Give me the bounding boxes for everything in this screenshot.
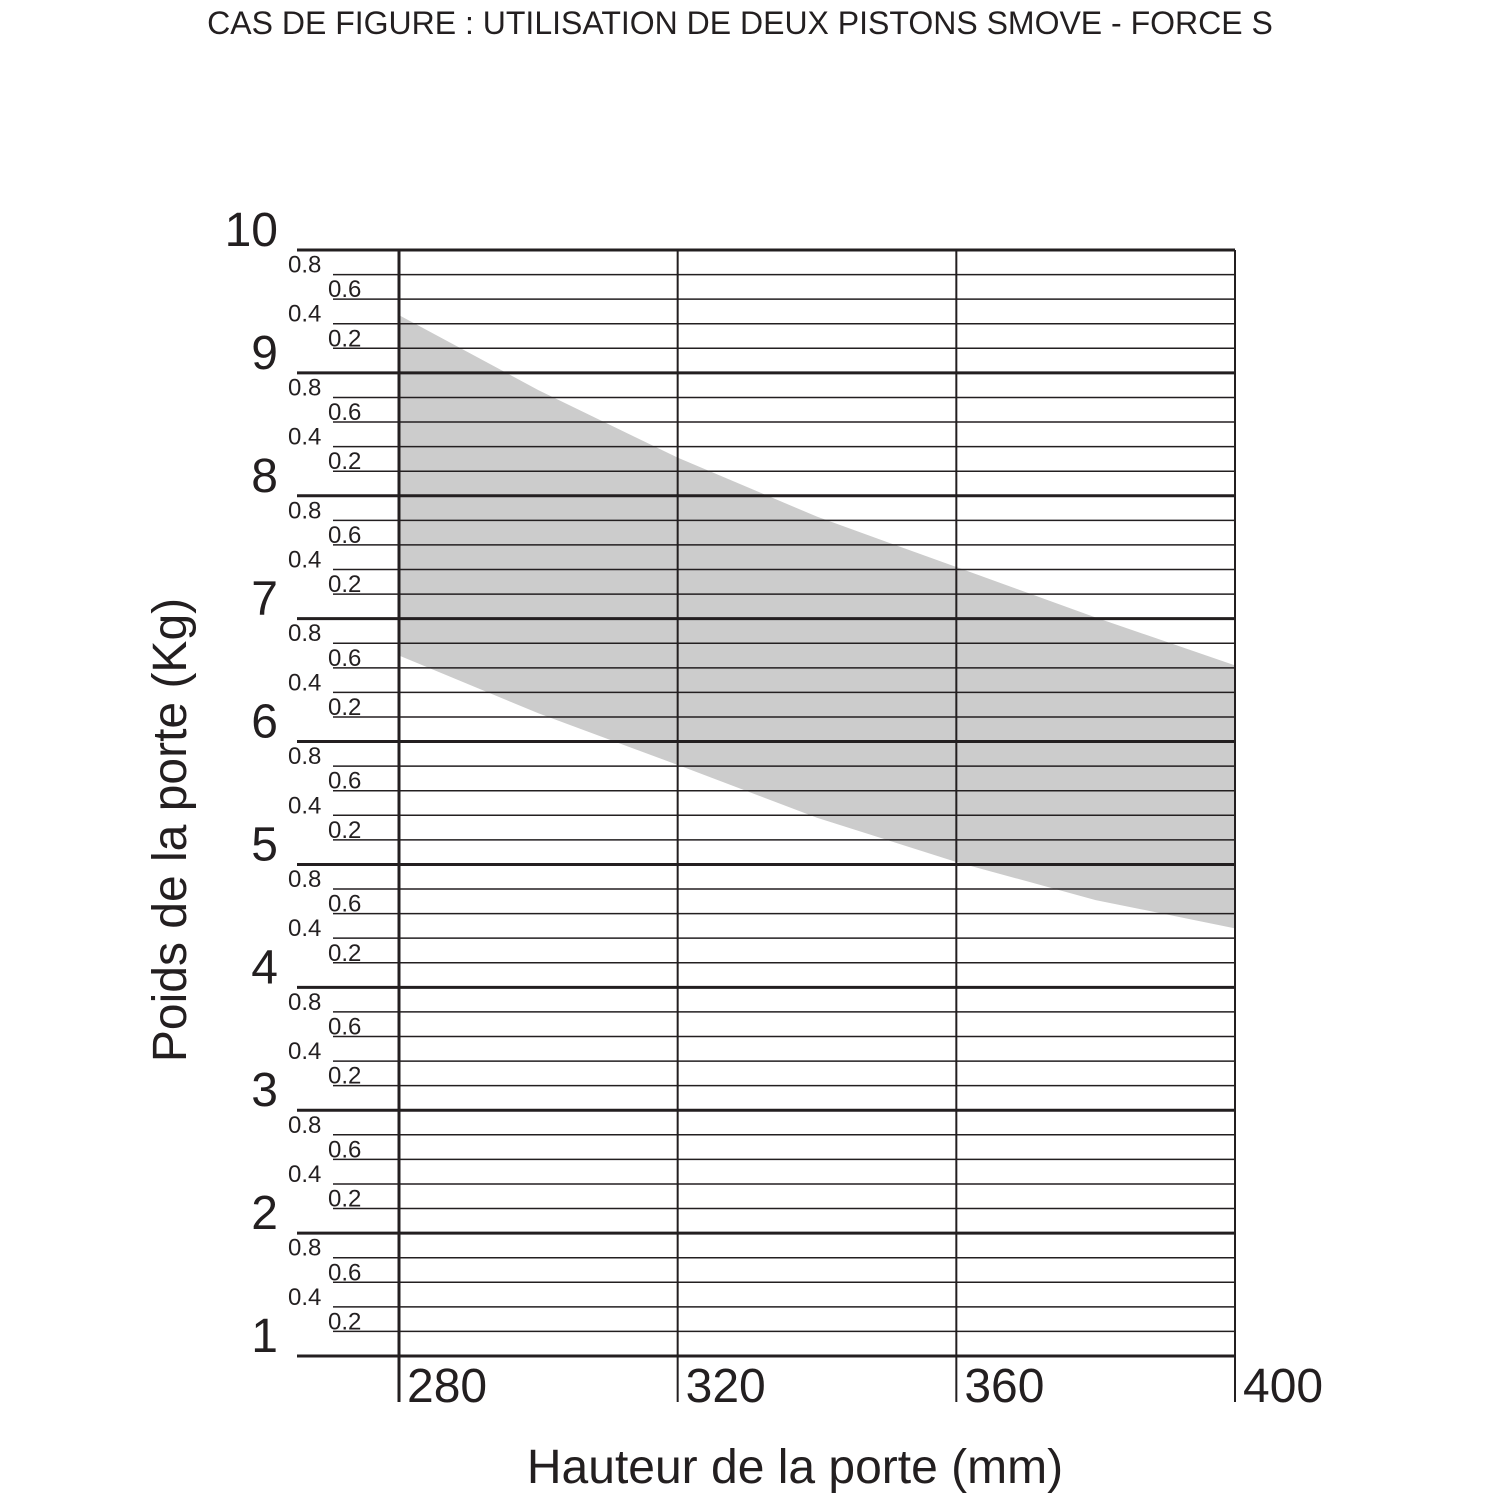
y-tick-label: 6 <box>251 696 278 749</box>
y-minor-tick-label: 0.8 <box>288 374 321 401</box>
y-minor-tick-label: 0.2 <box>328 325 361 352</box>
y-minor-tick-label: 0.8 <box>288 620 321 647</box>
y-tick-label: 2 <box>251 1187 278 1240</box>
y-tick-label: 3 <box>251 1064 278 1117</box>
y-minor-tick-label: 0.4 <box>288 669 321 696</box>
y-minor-tick-label: 0.4 <box>288 792 321 819</box>
y-minor-tick-label: 0.6 <box>328 891 361 918</box>
y-minor-tick-label: 0.6 <box>328 645 361 672</box>
y-minor-tick-label: 0.8 <box>288 743 321 770</box>
y-minor-tick-label: 0.2 <box>328 694 361 721</box>
y-minor-tick-label: 0.6 <box>328 1136 361 1163</box>
y-tick-label: 10 <box>225 204 278 257</box>
y-minor-tick-label: 0.2 <box>328 571 361 598</box>
x-axis-label: Hauteur de la porte (mm) <box>527 1441 1063 1494</box>
y-tick-label: 8 <box>251 450 278 503</box>
y-minor-tick-label: 0.4 <box>288 1161 321 1188</box>
range-band <box>399 315 1235 929</box>
y-minor-tick-label: 0.4 <box>288 1038 321 1065</box>
x-tick-label: 280 <box>407 1360 487 1413</box>
y-minor-tick-label: 0.8 <box>288 989 321 1016</box>
y-minor-tick-label: 0.4 <box>288 547 321 574</box>
y-tick-label: 5 <box>251 818 278 871</box>
y-minor-tick-label: 0.4 <box>288 424 321 451</box>
y-minor-tick-label: 0.8 <box>288 866 321 893</box>
x-tick-label: 360 <box>964 1360 1044 1413</box>
y-minor-tick-label: 0.8 <box>288 252 321 279</box>
y-minor-tick-label: 0.8 <box>288 1112 321 1139</box>
y-minor-tick-label: 0.4 <box>288 915 321 942</box>
y-minor-tick-label: 0.6 <box>328 522 361 549</box>
y-tick-label: 7 <box>251 573 278 626</box>
y-minor-tick-label: 0.4 <box>288 301 321 328</box>
x-tick-label: 320 <box>686 1360 766 1413</box>
y-tick-label: 9 <box>251 327 278 380</box>
y-minor-tick-label: 0.6 <box>328 1013 361 1040</box>
x-tick-label: 400 <box>1243 1360 1323 1413</box>
y-minor-tick-label: 0.6 <box>328 1259 361 1286</box>
y-minor-tick-label: 0.6 <box>328 399 361 426</box>
y-minor-tick-label: 0.2 <box>328 1063 361 1090</box>
y-minor-tick-label: 0.2 <box>328 940 361 967</box>
y-minor-tick-label: 0.8 <box>288 1235 321 1262</box>
y-axis-label: Poids de la porte (Kg) <box>144 598 197 1062</box>
y-tick-label: 4 <box>251 941 278 994</box>
y-minor-tick-label: 0.6 <box>328 276 361 303</box>
y-minor-tick-label: 0.2 <box>328 1308 361 1335</box>
y-tick-label: 1 <box>251 1310 278 1363</box>
y-minor-tick-label: 0.2 <box>328 817 361 844</box>
chart-title: CAS DE FIGURE : UTILISATION DE DEUX PIST… <box>207 5 1273 41</box>
y-minor-tick-label: 0.2 <box>328 448 361 475</box>
y-minor-tick-label: 0.4 <box>288 1284 321 1311</box>
y-minor-tick-label: 0.6 <box>328 768 361 795</box>
y-minor-tick-label: 0.8 <box>288 497 321 524</box>
y-minor-tick-label: 0.2 <box>328 1186 361 1213</box>
